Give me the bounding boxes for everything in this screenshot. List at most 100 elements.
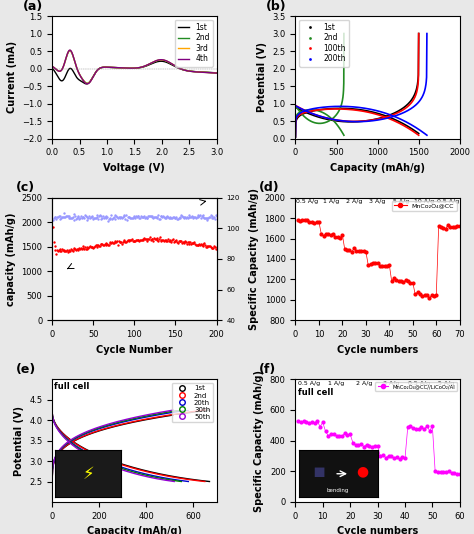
Point [74,213,82,222]
1st [210,69,216,76]
Point [207,242,215,251]
Point [57,247,65,255]
Y-axis label: Specific Capacity (mAh/g): Specific Capacity (mAh/g) [249,188,259,330]
Point [167,238,175,246]
Point [56,215,64,223]
Point [189,214,196,222]
Point [350,244,358,253]
Point [158,212,165,221]
Point [176,237,184,246]
Point [156,233,164,242]
Point [112,237,119,245]
Point [294,417,302,426]
Point [103,240,111,248]
Point [75,214,83,223]
Legend: 1st, 2nd, 20th, 30th, 50th: 1st, 2nd, 20th, 30th, 50th [172,383,213,422]
Point [381,262,388,270]
Point [181,239,188,247]
Point [336,431,343,440]
Point [81,210,89,219]
Point [183,213,191,221]
Point [191,213,199,222]
Point [172,214,179,222]
Point [195,240,202,249]
Text: 1 A/g: 1 A/g [328,381,345,387]
Point [388,277,395,286]
Point [451,223,459,231]
Point [318,230,325,238]
Point [167,235,174,244]
Point [176,213,184,221]
Point [343,246,351,254]
Point [329,230,337,238]
Point [199,213,206,221]
Point [168,214,176,223]
Point [174,238,182,247]
Point [93,213,101,221]
Point [426,427,433,435]
Point [59,246,67,254]
Point [120,212,128,221]
Point [320,231,328,240]
Point [74,246,82,254]
Point [360,442,368,451]
Point [116,213,123,221]
X-axis label: Capacity (mAh/g): Capacity (mAh/g) [330,163,425,173]
Text: 0.5 A/g: 0.5 A/g [437,199,459,204]
Point [169,213,177,221]
3rd [84,80,90,87]
Point [173,238,181,247]
Point [161,235,169,244]
3rd [148,60,154,66]
Point [195,212,203,221]
Point [130,213,138,221]
Point [444,221,452,229]
Point [315,217,323,226]
Point [204,214,211,222]
Text: (b): (b) [266,0,286,13]
Point [157,211,164,220]
Point [376,262,384,270]
Point [101,240,109,248]
2nd [84,80,90,87]
Point [149,214,157,222]
Point [175,237,182,245]
Point [306,217,313,226]
Point [150,234,158,242]
Point [186,238,193,247]
Point [112,215,119,223]
Point [76,245,84,253]
Point [374,259,382,268]
Point [388,452,395,460]
Point [201,241,209,249]
Point [428,291,436,300]
Point [382,453,390,462]
Point [90,215,97,223]
Point [159,236,167,245]
Point [160,237,168,246]
Point [125,213,132,221]
Point [192,241,200,249]
Point [145,211,152,220]
Point [180,213,187,222]
Point [77,212,85,221]
Point [56,247,64,255]
Point [402,276,410,284]
Point [96,210,104,219]
Legend: 1st, 2nd, 3rd, 4th: 1st, 2nd, 3rd, 4th [174,20,213,67]
Point [91,214,99,222]
Point [213,211,220,220]
Point [137,236,144,245]
Point [360,247,367,255]
Point [128,214,136,222]
Point [118,214,126,222]
Point [140,211,148,220]
Point [197,214,205,223]
Point [124,213,132,222]
Point [63,212,71,221]
Point [49,215,57,224]
Point [70,210,77,219]
Point [121,235,128,244]
Point [130,236,138,245]
Point [182,238,190,246]
